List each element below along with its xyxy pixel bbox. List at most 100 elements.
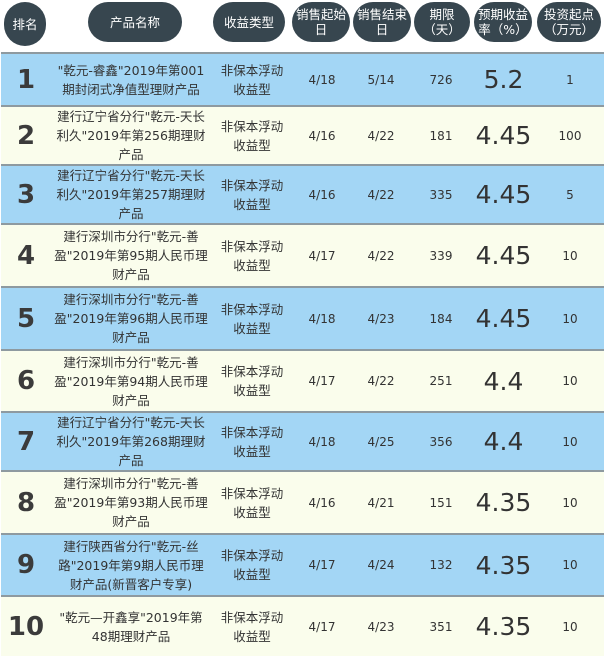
return-type: 非保本浮动收益型 (211, 52, 293, 106)
rank-cell: 9 (1, 533, 51, 596)
min-investment: 1 (536, 52, 604, 106)
expected-yield: 4.35 (471, 470, 536, 534)
rank-cell: 6 (1, 349, 51, 412)
sale-end-date: 4/22 (351, 349, 411, 412)
sale-end-date: 4/23 (351, 286, 411, 350)
min-investment: 100 (536, 105, 604, 165)
product-name[interactable]: 建行陕西省分行"乾元-丝路"2019年第9期人民币理财产品(新晋客户专享) (51, 533, 211, 596)
header-rank[interactable]: 排名 (4, 2, 46, 46)
min-investment: 10 (536, 286, 604, 350)
sale-start-date: 4/17 (293, 595, 351, 656)
product-name[interactable]: 建行深圳市分行"乾元-善盈"2019年第94期人民币理财产品 (51, 349, 211, 412)
table-row[interactable]: 1 "乾元-睿鑫"2019年第001期封闭式净值型理财产品 非保本浮动收益型 4/18… (1, 52, 604, 106)
rank-cell: 5 (1, 286, 51, 350)
table-row[interactable]: 3 建行辽宁省分行"乾元-天长利久"2019年第257期理财产品 非保本浮动收益型 4… (1, 164, 604, 224)
table-row[interactable]: 7 建行辽宁省分行"乾元-天长利久"2019年第268期理财产品 非保本浮动收益型 4… (1, 411, 604, 471)
product-table: 1 "乾元-睿鑫"2019年第001期封闭式净值型理财产品 非保本浮动收益型 4/18… (1, 52, 604, 656)
return-type: 非保本浮动收益型 (211, 164, 293, 224)
return-type: 非保本浮动收益型 (211, 223, 293, 287)
header-term[interactable]: 期限 （天） (414, 2, 470, 42)
table-row[interactable]: 6 建行深圳市分行"乾元-善盈"2019年第94期人民币理财产品 非保本浮动收益型 4… (1, 349, 604, 412)
sale-end-date: 4/23 (351, 595, 411, 656)
return-type: 非保本浮动收益型 (211, 470, 293, 534)
sale-end-date: 4/22 (351, 223, 411, 287)
sale-end-date: 4/22 (351, 105, 411, 165)
return-type: 非保本浮动收益型 (211, 286, 293, 350)
expected-yield: 4.4 (471, 349, 536, 412)
min-investment: 10 (536, 533, 604, 596)
return-type: 非保本浮动收益型 (211, 411, 293, 471)
table-row[interactable]: 4 建行深圳市分行"乾元-善盈"2019年第95期人民币理财产品 非保本浮动收益型 4… (1, 223, 604, 287)
min-investment: 10 (536, 223, 604, 287)
header-rate-l2: 率（%） (478, 22, 528, 37)
rank-cell: 7 (1, 411, 51, 471)
header-type[interactable]: 收益类型 (213, 2, 285, 42)
product-name[interactable]: "乾元—开鑫享"2019年第48期理财产品 (51, 595, 211, 656)
min-investment: 10 (536, 411, 604, 471)
expected-yield: 4.45 (471, 105, 536, 165)
header-end-l2: 日 (375, 22, 389, 37)
term-days: 335 (411, 164, 471, 224)
sale-start-date: 4/16 (293, 164, 351, 224)
header-name[interactable]: 产品名称 (88, 2, 182, 42)
rank-cell: 10 (1, 595, 51, 656)
expected-yield: 5.2 (471, 52, 536, 106)
sale-end-date: 5/14 (351, 52, 411, 106)
expected-yield: 4.35 (471, 595, 536, 656)
table-row[interactable]: 5 建行深圳市分行"乾元-善盈"2019年第96期人民币理财产品 非保本浮动收益型 4… (1, 286, 604, 350)
product-name[interactable]: 建行深圳市分行"乾元-善盈"2019年第95期人民币理财产品 (51, 223, 211, 287)
table-row[interactable]: 2 建行辽宁省分行"乾元-天长利久"2019年第256期理财产品 非保本浮动收益型 4… (1, 105, 604, 165)
product-name[interactable]: 建行深圳市分行"乾元-善盈"2019年第96期人民币理财产品 (51, 286, 211, 350)
header-min-l1: 投资起点 (543, 7, 594, 22)
header-start[interactable]: 销售起始日 (292, 2, 350, 42)
min-investment: 10 (536, 470, 604, 534)
term-days: 726 (411, 52, 471, 106)
table-row[interactable]: 9 建行陕西省分行"乾元-丝路"2019年第9期人民币理财产品(新晋客户专享) 非保… (1, 533, 604, 596)
header-rate[interactable]: 预期收益 率（%） (474, 2, 532, 42)
sale-end-date: 4/24 (351, 533, 411, 596)
rank-cell: 1 (1, 52, 51, 106)
expected-yield: 4.45 (471, 223, 536, 287)
header-start-l2: 日 (314, 22, 328, 37)
term-days: 132 (411, 533, 471, 596)
header-min[interactable]: 投资起点 （万元） (537, 2, 601, 42)
return-type: 非保本浮动收益型 (211, 105, 293, 165)
rank-cell: 8 (1, 470, 51, 534)
header-term-l1: 期限 (429, 7, 455, 22)
sale-start-date: 4/16 (293, 470, 351, 534)
header-end-l1: 销售结束 (356, 7, 407, 22)
rank-cell: 3 (1, 164, 51, 224)
table-row[interactable]: 8 建行深圳市分行"乾元-善盈"2019年第93期人民币理财产品 非保本浮动收益型 4… (1, 470, 604, 534)
sale-start-date: 4/16 (293, 105, 351, 165)
header-start-l1: 销售起始 (295, 7, 346, 22)
sale-start-date: 4/18 (293, 411, 351, 471)
return-type: 非保本浮动收益型 (211, 349, 293, 412)
sale-start-date: 4/18 (293, 286, 351, 350)
product-name[interactable]: 建行辽宁省分行"乾元-天长利久"2019年第257期理财产品 (51, 164, 211, 224)
term-days: 339 (411, 223, 471, 287)
product-name[interactable]: 建行辽宁省分行"乾元-天长利久"2019年第268期理财产品 (51, 411, 211, 471)
sale-end-date: 4/21 (351, 470, 411, 534)
term-days: 184 (411, 286, 471, 350)
return-type: 非保本浮动收益型 (211, 533, 293, 596)
rank-cell: 4 (1, 223, 51, 287)
term-days: 251 (411, 349, 471, 412)
expected-yield: 4.45 (471, 164, 536, 224)
table-header: 排名 产品名称 收益类型 销售起始日 销售结束日 期限 （天） 预期收益 率（%） … (0, 0, 605, 52)
product-name[interactable]: "乾元-睿鑫"2019年第001期封闭式净值型理财产品 (51, 52, 211, 106)
term-days: 151 (411, 470, 471, 534)
product-name[interactable]: 建行深圳市分行"乾元-善盈"2019年第93期人民币理财产品 (51, 470, 211, 534)
expected-yield: 4.45 (471, 286, 536, 350)
sale-end-date: 4/25 (351, 411, 411, 471)
sale-start-date: 4/18 (293, 52, 351, 106)
table-row[interactable]: 10 "乾元—开鑫享"2019年第48期理财产品 非保本浮动收益型 4/17 4/23 3… (1, 595, 604, 656)
header-end[interactable]: 销售结束日 (353, 2, 411, 42)
header-rate-l1: 预期收益 (477, 7, 528, 22)
sale-start-date: 4/17 (293, 533, 351, 596)
term-days: 351 (411, 595, 471, 656)
expected-yield: 4.35 (471, 533, 536, 596)
term-days: 356 (411, 411, 471, 471)
product-name[interactable]: 建行辽宁省分行"乾元-天长利久"2019年第256期理财产品 (51, 105, 211, 165)
rank-cell: 2 (1, 105, 51, 165)
term-days: 181 (411, 105, 471, 165)
